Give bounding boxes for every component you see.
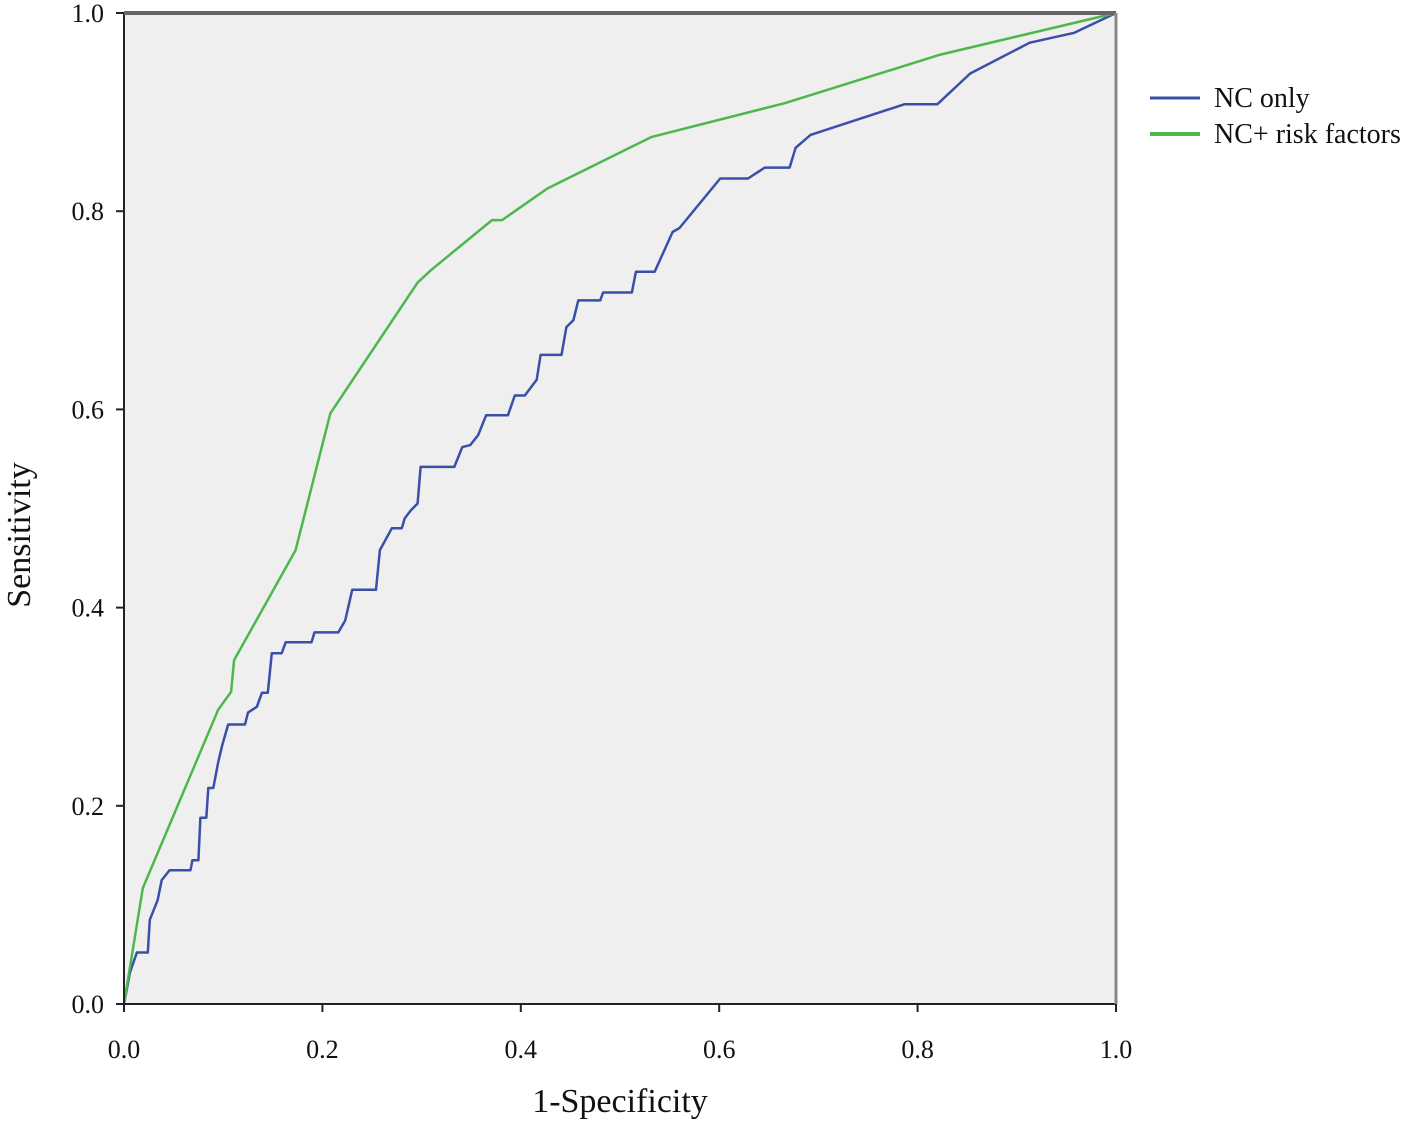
y-tick-label: 0.4 [72, 594, 105, 623]
y-tick-label: 0.2 [72, 792, 105, 821]
y-tick-label: 0.0 [72, 990, 105, 1019]
x-tick-label: 1.0 [1100, 1035, 1133, 1064]
legend: NC only NC+ risk factors [1150, 83, 1401, 150]
plot-area [124, 13, 1116, 1004]
x-tick-label: 0.6 [703, 1035, 736, 1064]
legend-label-nc-only: NC only [1214, 83, 1310, 114]
x-tick-label: 0.2 [306, 1035, 339, 1064]
y-tick-label: 0.6 [72, 395, 105, 424]
y-ticks: 0.0 0.2 0.4 0.6 0.8 1.0 [72, 0, 124, 1019]
x-axis-label: 1-Specificity [532, 1083, 708, 1120]
series-line-nc-only [122, 11, 1117, 1005]
curves [122, 11, 1117, 1005]
legend-label-nc-risk-factors: NC+ risk factors [1214, 119, 1401, 150]
y-tick-label: 0.8 [72, 197, 105, 226]
x-tick-label: 0.0 [108, 1035, 141, 1064]
y-tick-label: 1.0 [72, 0, 105, 28]
series-line-nc-risk-factors [122, 11, 1117, 1005]
x-ticks: 0.0 0.2 0.4 0.6 0.8 1.0 [108, 1004, 1133, 1064]
y-axis-label: Sensitivity [1, 462, 38, 607]
x-tick-label: 0.4 [505, 1035, 538, 1064]
x-tick-label: 0.8 [901, 1035, 934, 1064]
